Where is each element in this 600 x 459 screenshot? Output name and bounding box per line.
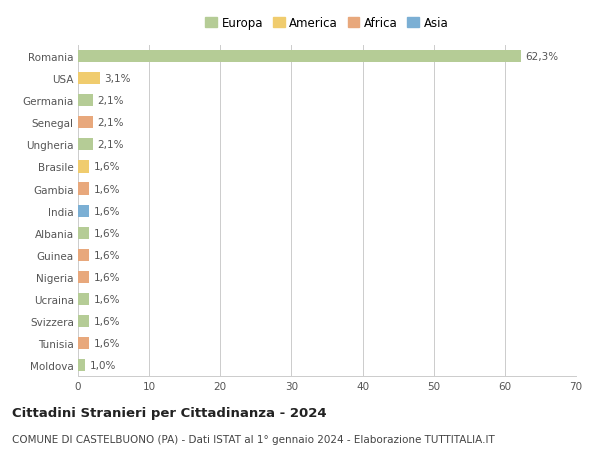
Bar	[78, 73, 100, 85]
Bar	[78, 139, 93, 151]
Text: 1,6%: 1,6%	[94, 162, 120, 172]
Text: 1,6%: 1,6%	[94, 184, 120, 194]
Text: Cittadini Stranieri per Cittadinanza - 2024: Cittadini Stranieri per Cittadinanza - 2…	[12, 406, 326, 419]
Text: 1,6%: 1,6%	[94, 206, 120, 216]
Bar	[78, 205, 89, 217]
Text: 2,1%: 2,1%	[97, 140, 124, 150]
Bar	[78, 315, 89, 327]
Text: 1,6%: 1,6%	[94, 250, 120, 260]
Bar	[78, 271, 89, 283]
Text: 1,6%: 1,6%	[94, 316, 120, 326]
Bar	[78, 293, 89, 305]
Text: 3,1%: 3,1%	[104, 74, 131, 84]
Bar	[78, 161, 89, 173]
Bar	[78, 249, 89, 261]
Legend: Europa, America, Africa, Asia: Europa, America, Africa, Asia	[200, 12, 454, 34]
Text: 1,6%: 1,6%	[94, 294, 120, 304]
Text: COMUNE DI CASTELBUONO (PA) - Dati ISTAT al 1° gennaio 2024 - Elaborazione TUTTIT: COMUNE DI CASTELBUONO (PA) - Dati ISTAT …	[12, 434, 495, 444]
Text: 2,1%: 2,1%	[97, 118, 124, 128]
Text: 1,6%: 1,6%	[94, 272, 120, 282]
Text: 1,6%: 1,6%	[94, 338, 120, 348]
Bar	[78, 337, 89, 349]
Text: 1,0%: 1,0%	[89, 360, 116, 370]
Bar	[78, 359, 85, 371]
Text: 2,1%: 2,1%	[97, 96, 124, 106]
Text: 62,3%: 62,3%	[526, 52, 559, 62]
Bar	[78, 117, 93, 129]
Bar	[78, 51, 521, 63]
Bar	[78, 227, 89, 239]
Bar	[78, 95, 93, 107]
Bar	[78, 183, 89, 195]
Text: 1,6%: 1,6%	[94, 228, 120, 238]
